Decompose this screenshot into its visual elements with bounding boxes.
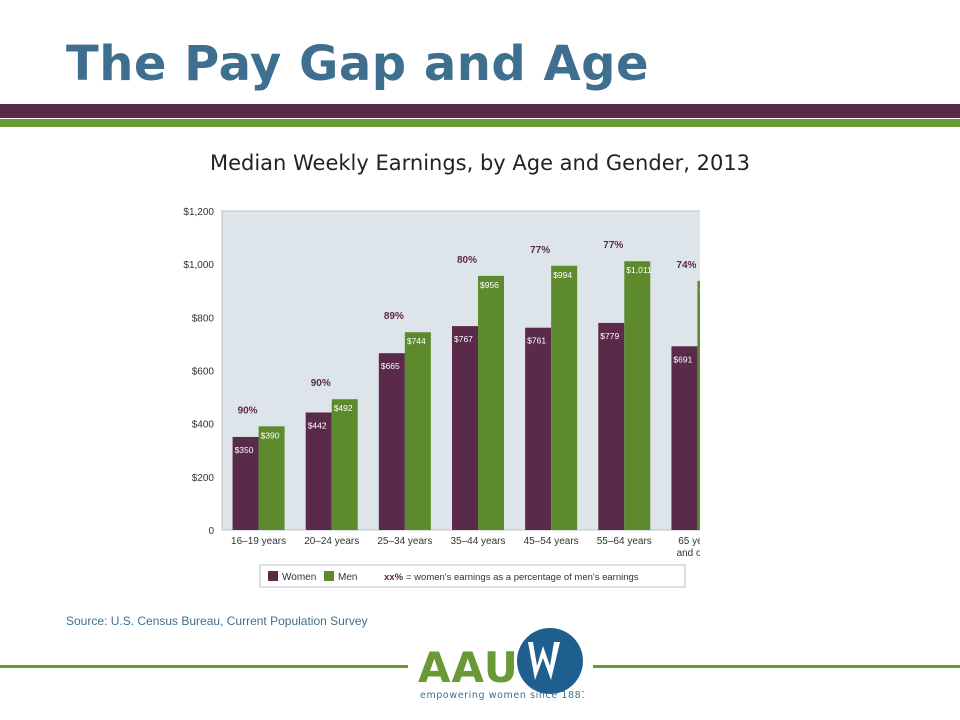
y-tick-label: $800 bbox=[192, 313, 215, 324]
chart-title: Median Weekly Earnings, by Age and Gende… bbox=[209, 151, 751, 175]
header-divider-green bbox=[0, 119, 960, 127]
aauw-logo: AAU empowering women since 1881 bbox=[418, 628, 584, 701]
men-value-label: $390 bbox=[261, 430, 280, 440]
percent-label: 80% bbox=[457, 255, 477, 266]
bar-women bbox=[598, 322, 625, 530]
percent-label: 89% bbox=[384, 311, 404, 322]
legend-label-men: Men bbox=[338, 572, 357, 583]
x-tick-label: 45–54 years bbox=[524, 536, 579, 547]
header-divider-maroon bbox=[0, 104, 960, 118]
percent-label: 77% bbox=[603, 240, 623, 251]
bar-women bbox=[232, 436, 259, 530]
bar-men bbox=[624, 261, 651, 530]
legend-swatch-women bbox=[268, 571, 278, 581]
men-value-label: $956 bbox=[480, 280, 499, 290]
x-tick-label: 16–19 years bbox=[231, 536, 286, 547]
men-value-label: $994 bbox=[553, 270, 572, 280]
y-tick-label: $400 bbox=[192, 420, 215, 431]
legend-swatch-men bbox=[324, 571, 334, 581]
women-value-label: $665 bbox=[381, 361, 400, 371]
x-tick-label: 25–34 years bbox=[377, 536, 432, 547]
percent-label: 90% bbox=[311, 378, 331, 389]
y-tick-label: $600 bbox=[192, 367, 215, 378]
y-tick-label: 0 bbox=[208, 526, 214, 537]
bar-men bbox=[331, 399, 358, 530]
bar-women bbox=[305, 412, 332, 530]
women-value-label: $442 bbox=[308, 421, 327, 431]
y-tick-label: $1,200 bbox=[183, 207, 214, 218]
men-value-label: $1,011 bbox=[626, 265, 652, 275]
svg-text:AAU: AAU bbox=[418, 643, 519, 692]
source-note: Source: U.S. Census Bureau, Current Popu… bbox=[66, 614, 368, 628]
bar-men bbox=[478, 275, 504, 530]
men-value-label: $744 bbox=[407, 336, 426, 346]
footer-line-right bbox=[593, 665, 960, 668]
legend-label-women: Women bbox=[282, 572, 316, 583]
bar-men bbox=[697, 280, 700, 530]
men-value-label: $492 bbox=[334, 403, 353, 413]
x-tick-label: 55–64 years bbox=[597, 536, 652, 547]
women-value-label: $691 bbox=[673, 354, 692, 364]
x-tick-label: and older bbox=[677, 548, 700, 559]
x-tick-label: 20–24 years bbox=[304, 536, 359, 547]
women-value-label: $350 bbox=[235, 445, 254, 455]
bar-men bbox=[551, 265, 578, 530]
y-tick-label: $200 bbox=[192, 473, 215, 484]
footer-line-left bbox=[0, 665, 408, 668]
percent-label: 77% bbox=[530, 245, 550, 256]
percent-label: 74% bbox=[676, 260, 696, 271]
y-tick-label: $1,000 bbox=[183, 260, 214, 271]
svg-text:empowering women since 1881: empowering women since 1881 bbox=[420, 690, 584, 701]
percent-label: 90% bbox=[238, 405, 258, 416]
slide-title: The Pay Gap and Age bbox=[66, 36, 650, 92]
bar-men bbox=[258, 426, 285, 530]
bar-women bbox=[452, 326, 478, 530]
women-value-label: $779 bbox=[600, 331, 619, 341]
women-value-label: $761 bbox=[527, 336, 546, 346]
men-value-label: $937 bbox=[699, 285, 700, 295]
women-value-label: $767 bbox=[454, 334, 473, 344]
bar-women bbox=[525, 327, 552, 530]
legend-box bbox=[259, 564, 686, 588]
legend-pct-description: = women's earnings as a percentage of me… bbox=[406, 572, 639, 583]
bar-men bbox=[404, 332, 431, 530]
bar-women bbox=[671, 346, 698, 530]
x-tick-label: 35–44 years bbox=[450, 536, 505, 547]
x-tick-label: 65 years bbox=[678, 536, 700, 547]
legend-pct-key: xx% bbox=[384, 572, 404, 583]
bar-women bbox=[378, 353, 405, 530]
bar-chart: 0 $200 $400 $600 $800 $1,000 $1,200 $350 $390 90%… bbox=[183, 207, 700, 588]
